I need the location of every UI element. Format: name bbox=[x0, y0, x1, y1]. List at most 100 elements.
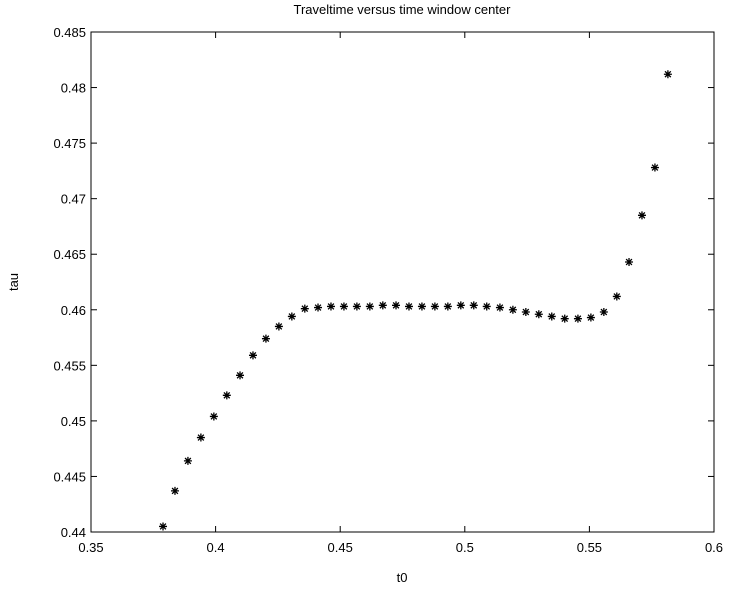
marker-stroke bbox=[456, 301, 465, 310]
data-point bbox=[339, 302, 348, 311]
marker-stroke bbox=[274, 322, 283, 331]
marker-stroke bbox=[573, 314, 582, 323]
marker-stroke bbox=[430, 302, 439, 311]
y-tick-label: 0.465 bbox=[53, 247, 86, 262]
marker-stroke bbox=[287, 312, 296, 321]
data-point bbox=[650, 163, 659, 172]
marker-stroke bbox=[222, 391, 231, 400]
data-point bbox=[196, 433, 205, 442]
y-axis-label: tau bbox=[6, 273, 21, 291]
data-point bbox=[430, 302, 439, 311]
marker-stroke bbox=[314, 303, 323, 312]
data-point bbox=[482, 302, 491, 311]
data-point bbox=[547, 312, 556, 321]
x-tick-label: 0.5 bbox=[456, 540, 474, 555]
y-tick-label: 0.44 bbox=[61, 525, 86, 540]
marker-stroke bbox=[469, 301, 478, 310]
marker-stroke bbox=[560, 314, 569, 323]
marker-stroke bbox=[482, 302, 491, 311]
data-point bbox=[625, 258, 634, 266]
y-tick-label: 0.47 bbox=[61, 192, 86, 207]
data-point bbox=[378, 301, 387, 310]
data-point bbox=[392, 301, 401, 310]
y-tick-label: 0.445 bbox=[53, 469, 86, 484]
data-point bbox=[261, 334, 270, 343]
data-point bbox=[159, 522, 168, 531]
y-tick-label: 0.48 bbox=[61, 81, 86, 96]
data-point bbox=[586, 313, 595, 322]
x-tick-label: 0.45 bbox=[328, 540, 353, 555]
data-point bbox=[495, 303, 504, 312]
data-point bbox=[599, 308, 608, 316]
marker-stroke bbox=[612, 292, 621, 301]
marker-stroke bbox=[365, 302, 374, 311]
marker-stroke bbox=[159, 522, 168, 531]
marker-stroke bbox=[534, 310, 543, 319]
data-point bbox=[508, 305, 517, 314]
x-axis-label: t0 bbox=[397, 570, 408, 585]
y-tick-label: 0.485 bbox=[53, 25, 86, 40]
y-tick-label: 0.455 bbox=[53, 358, 86, 373]
marker-stroke bbox=[443, 302, 452, 311]
marker-stroke bbox=[586, 313, 595, 322]
marker-stroke bbox=[378, 301, 387, 310]
data-point bbox=[573, 314, 582, 323]
data-point bbox=[443, 302, 452, 311]
data-point bbox=[352, 302, 361, 311]
marker-stroke bbox=[196, 433, 205, 442]
data-point bbox=[209, 412, 218, 421]
data-point bbox=[326, 302, 335, 311]
marker-stroke bbox=[339, 302, 348, 311]
data-point bbox=[663, 70, 672, 79]
data-point bbox=[248, 351, 257, 360]
marker-stroke bbox=[599, 308, 608, 316]
marker-stroke bbox=[650, 163, 659, 172]
marker-stroke bbox=[352, 302, 361, 311]
data-point bbox=[365, 302, 374, 311]
marker-stroke bbox=[248, 351, 257, 360]
marker-stroke bbox=[404, 302, 413, 311]
data-point bbox=[222, 391, 231, 400]
x-tick-label: 0.35 bbox=[78, 540, 103, 555]
marker-stroke bbox=[495, 303, 504, 312]
marker-stroke bbox=[183, 456, 192, 465]
data-point bbox=[183, 456, 192, 465]
y-tick-label: 0.45 bbox=[61, 414, 86, 429]
marker-stroke bbox=[663, 70, 672, 79]
marker-stroke bbox=[209, 412, 218, 421]
marker-stroke bbox=[392, 301, 401, 310]
marker-stroke bbox=[236, 371, 245, 380]
data-point bbox=[314, 303, 323, 312]
marker-stroke bbox=[547, 312, 556, 321]
data-point bbox=[456, 301, 465, 310]
plot-frame bbox=[90, 31, 715, 533]
y-tick-label: 0.475 bbox=[53, 136, 86, 151]
x-tick-label: 0.6 bbox=[705, 540, 723, 555]
data-point bbox=[287, 312, 296, 321]
data-point bbox=[521, 308, 530, 316]
chart-title: Traveltime versus time window center bbox=[294, 2, 512, 17]
marker-stroke bbox=[170, 486, 179, 495]
marker-stroke bbox=[637, 211, 646, 220]
data-point bbox=[560, 314, 569, 323]
data-point bbox=[300, 304, 309, 313]
x-tick-label: 0.55 bbox=[577, 540, 602, 555]
data-point bbox=[469, 301, 478, 310]
data-point bbox=[534, 310, 543, 319]
marker-stroke bbox=[261, 334, 270, 343]
y-tick-label: 0.46 bbox=[61, 303, 86, 318]
marker-stroke bbox=[326, 302, 335, 311]
data-point bbox=[274, 322, 283, 331]
marker-stroke bbox=[521, 308, 530, 316]
marker-stroke bbox=[508, 305, 517, 314]
data-point bbox=[170, 486, 179, 495]
marker-stroke bbox=[300, 304, 309, 313]
marker-stroke bbox=[417, 302, 426, 311]
data-point bbox=[612, 292, 621, 301]
data-point bbox=[236, 371, 245, 380]
marker-stroke bbox=[625, 258, 634, 266]
data-point bbox=[417, 302, 426, 311]
x-tick-label: 0.4 bbox=[207, 540, 225, 555]
data-point bbox=[637, 211, 646, 220]
